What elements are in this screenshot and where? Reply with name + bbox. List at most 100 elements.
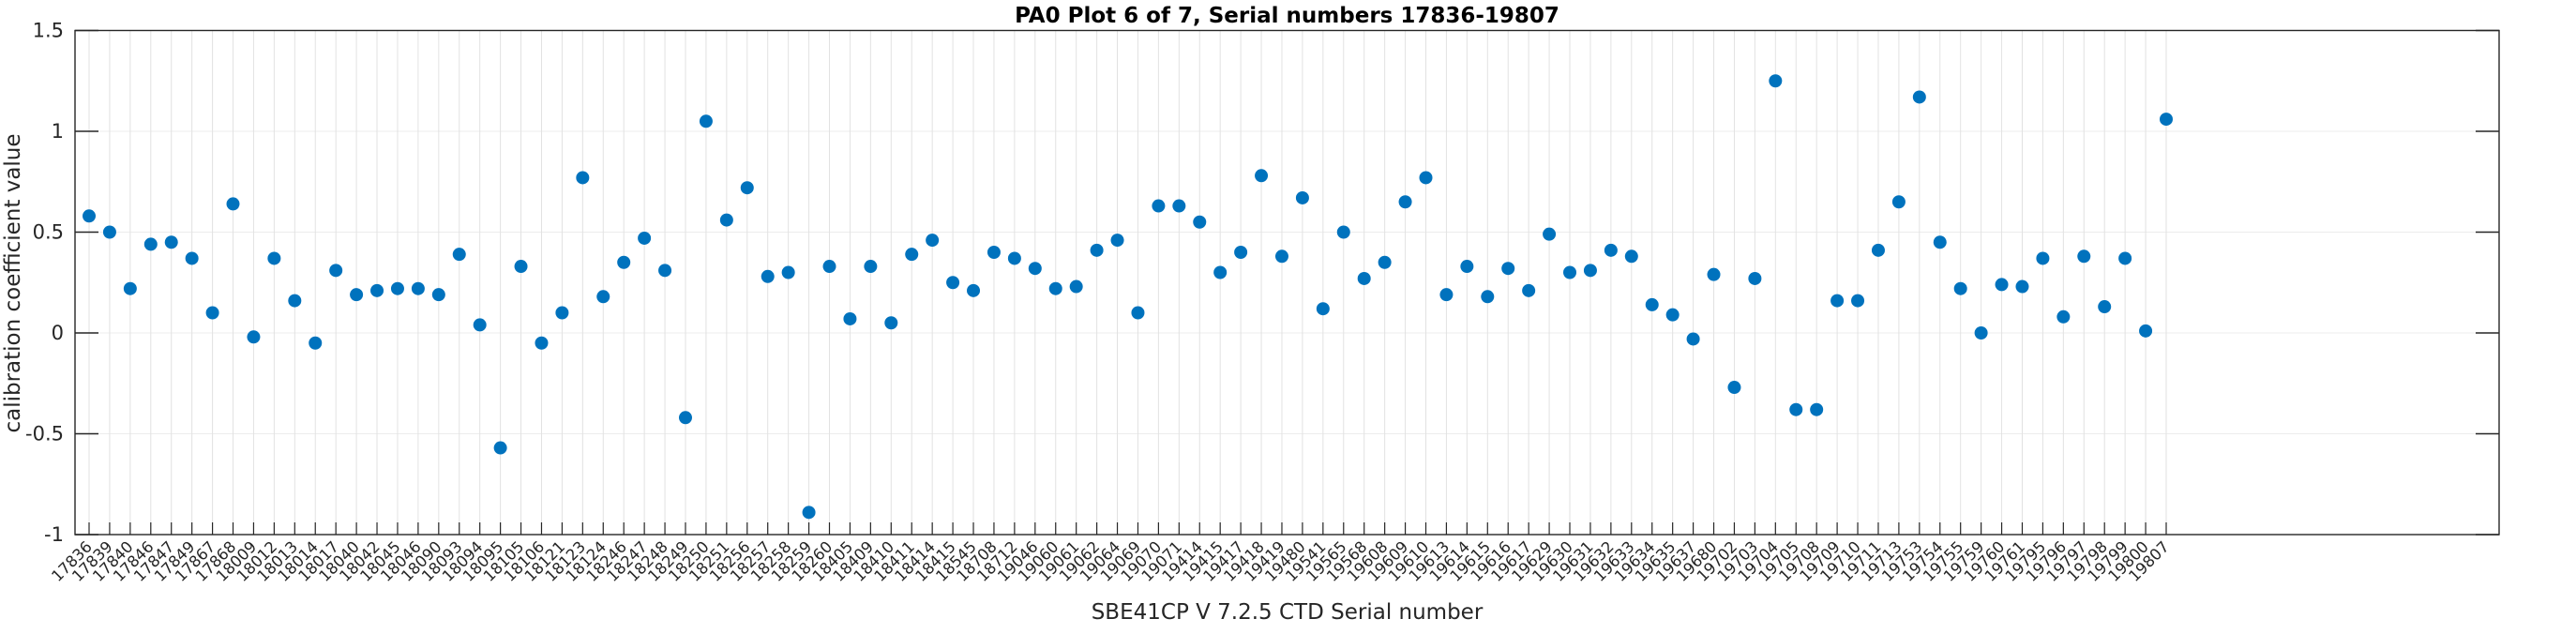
data-point [1974,326,1988,340]
y-tick-label: 1.5 [33,20,64,42]
data-point [1707,267,1721,281]
data-point [678,411,692,425]
y-tick-label: -0.5 [25,423,64,445]
data-point [164,235,178,249]
data-point [1439,288,1454,302]
data-point [1563,265,1577,279]
data-point [1543,227,1557,241]
data-point [143,237,158,251]
data-point [2098,300,2112,314]
data-point [288,294,302,308]
data-point [1131,306,1145,320]
data-point [987,246,1001,259]
data-point [2077,249,2091,264]
data-point [1912,90,1926,104]
data-point [1769,74,1783,88]
data-point [1255,169,1269,183]
data-point [1357,271,1371,285]
data-point [205,306,219,320]
data-point [2015,279,2029,294]
data-point [1481,290,1495,304]
data-point [102,225,116,239]
data-point [864,260,878,274]
data-point [596,290,610,304]
y-tick-label: 1 [52,120,64,143]
data-point [2160,113,2173,127]
data-point [83,209,96,223]
data-point [1090,243,1104,257]
data-point [350,288,364,302]
data-point [452,248,466,262]
data-point [822,260,836,274]
data-point [309,336,323,350]
data-point [1583,264,1597,278]
chart-title: PA0 Plot 6 of 7, Serial numbers 17836-19… [1015,4,1559,28]
data-point [1748,271,1762,285]
data-point [1295,190,1309,204]
data-point [719,213,733,227]
data-point [1193,215,1207,229]
data-point [658,264,672,278]
data-point [1007,251,1021,265]
data-point [1316,302,1330,316]
data-point [411,281,425,295]
data-point [761,269,775,283]
data-point [1891,195,1906,209]
data-point [247,330,261,344]
data-point [1152,199,1166,213]
data-point [1995,278,2009,292]
data-point [267,251,281,265]
data-point [802,506,816,520]
y-tick-label: -1 [44,523,64,546]
data-point [390,281,404,295]
data-point [535,336,549,350]
data-point [1234,246,1248,259]
data-point [1336,225,1350,239]
data-point [370,283,384,297]
plot-box [74,29,2500,536]
y-tick-label: 0.5 [33,221,64,244]
data-point [1522,283,1536,297]
data-point [1274,249,1288,264]
data-point [926,234,940,248]
x-axis-label: SBE41CP V 7.2.5 CTD Serial number [1091,600,1484,625]
data-point [1604,243,1618,257]
data-point [1789,402,1803,416]
data-point [576,171,590,185]
data-point [1830,294,1845,308]
data-point [123,281,137,295]
data-point [329,264,343,278]
data-point [2118,251,2132,265]
data-point [1933,235,1947,249]
data-point [431,288,445,302]
data-point [905,248,919,262]
data-point [1501,262,1515,276]
data-point [1871,243,1885,257]
data-point [843,311,857,325]
data-point [1645,297,1659,311]
data-point [1110,234,1124,248]
data-point [1727,381,1741,395]
data-point [1460,260,1474,274]
data-point [967,283,981,297]
data-point [1810,402,1824,416]
data-point [638,231,652,245]
y-tick-label: 0 [52,322,64,344]
data-point [2056,309,2071,324]
data-point [493,441,507,455]
data-point [617,255,631,269]
data-point [185,251,199,265]
data-point [1028,262,1042,276]
data-point [1069,279,1083,294]
data-point [1398,195,1412,209]
data-point [2139,324,2153,338]
data-point [1665,308,1680,322]
data-point [2036,251,2050,265]
data-point [1213,265,1228,279]
data-point [699,114,713,128]
data-point [1378,255,1392,269]
data-point [514,260,528,274]
data-point [1172,199,1186,213]
